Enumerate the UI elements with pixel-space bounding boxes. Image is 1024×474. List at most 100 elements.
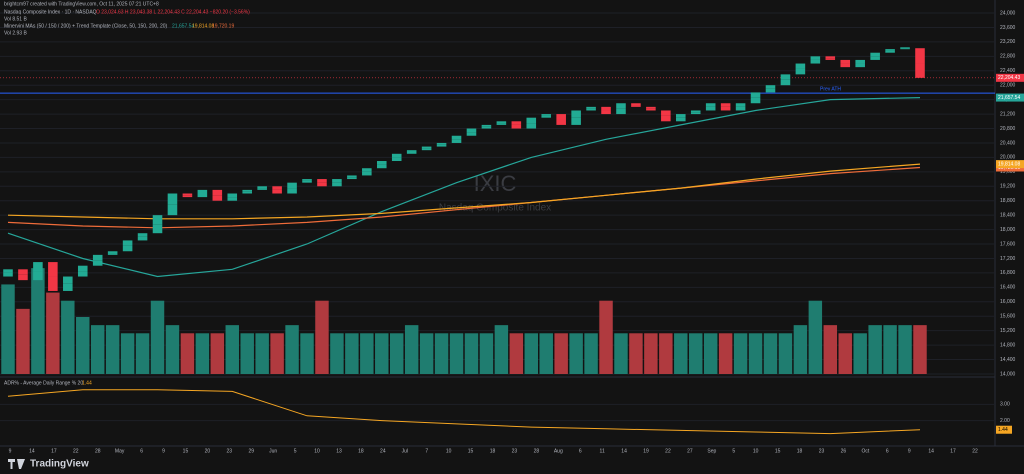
candle-open bbox=[526, 117, 537, 124]
candle-close bbox=[48, 276, 58, 291]
volume-bar bbox=[150, 300, 165, 374]
ma-value: 19,720.19 bbox=[212, 23, 234, 29]
x-tick-label: Jul bbox=[402, 448, 408, 454]
volume-bar bbox=[225, 325, 239, 374]
candle-open bbox=[765, 85, 776, 89]
candle-close bbox=[317, 182, 327, 187]
ma-value: 19,814.08 bbox=[192, 23, 214, 29]
volume-bar bbox=[838, 333, 852, 374]
x-tick-label: Sep bbox=[707, 448, 716, 454]
candle-close bbox=[182, 195, 193, 198]
candle-open bbox=[795, 63, 806, 69]
candle-close bbox=[18, 274, 28, 281]
x-tick-label: 9 bbox=[908, 448, 911, 454]
candle-close bbox=[406, 151, 417, 154]
candle-open bbox=[676, 114, 686, 118]
volume-bar bbox=[464, 333, 479, 374]
volume-bar bbox=[195, 333, 210, 374]
candle-open bbox=[840, 59, 851, 64]
candle-close bbox=[825, 58, 836, 60]
x-tick-label: 13 bbox=[336, 448, 342, 454]
candle-close bbox=[795, 68, 806, 75]
y-tick-label: 24,000 bbox=[1000, 10, 1016, 16]
candle-close bbox=[77, 271, 88, 277]
x-tick-label: 6 bbox=[886, 448, 889, 454]
volume-bar bbox=[808, 300, 823, 374]
candle-open bbox=[33, 262, 43, 272]
candle-close bbox=[436, 144, 447, 147]
y-tick-label: 15,200 bbox=[1000, 328, 1016, 334]
candle-open bbox=[496, 121, 507, 124]
candle-open bbox=[257, 186, 267, 189]
candle-open bbox=[302, 179, 312, 181]
x-tick-label: 19 bbox=[643, 448, 649, 454]
candle-close bbox=[720, 106, 731, 111]
candle-close bbox=[197, 193, 208, 198]
candle-open bbox=[451, 135, 462, 140]
candle-close bbox=[735, 106, 746, 111]
y-tick-label: 23,200 bbox=[1000, 39, 1016, 45]
y-tick-label: 18,800 bbox=[1000, 198, 1016, 204]
volume-bar bbox=[345, 333, 359, 374]
candle-open bbox=[362, 168, 372, 172]
candle-open bbox=[780, 74, 791, 80]
price-badge-label: 21,657.54 bbox=[998, 95, 1020, 101]
candle-open bbox=[18, 269, 28, 275]
volume-bar bbox=[599, 300, 613, 374]
candle-close bbox=[33, 271, 43, 281]
candle-open bbox=[586, 106, 596, 109]
volume-bar bbox=[883, 325, 897, 374]
candle-open bbox=[376, 161, 387, 165]
volume-bar bbox=[763, 333, 778, 374]
x-tick-label: Aug bbox=[554, 448, 563, 454]
candle-open bbox=[631, 103, 641, 106]
candle-close bbox=[376, 164, 387, 169]
candle-close bbox=[332, 182, 342, 187]
candle-close bbox=[242, 191, 252, 194]
volume-bar bbox=[270, 333, 284, 374]
candle-close bbox=[765, 88, 776, 93]
volume-bar bbox=[644, 333, 658, 374]
candle-open bbox=[421, 146, 432, 149]
candle-close bbox=[227, 197, 238, 201]
volume-bar bbox=[240, 333, 254, 374]
x-tick-label: 29 bbox=[248, 448, 254, 454]
candle-open bbox=[556, 114, 566, 120]
volume-bar bbox=[255, 333, 269, 374]
volume-bar bbox=[868, 325, 882, 374]
volume-bar bbox=[718, 333, 733, 374]
y-tick-label: 19,200 bbox=[1000, 184, 1016, 190]
volume-bar bbox=[449, 333, 464, 374]
volume-bar bbox=[360, 333, 374, 374]
candle-close bbox=[451, 139, 462, 143]
volume-bar bbox=[61, 300, 75, 374]
candle-close bbox=[646, 108, 656, 111]
candle-close bbox=[481, 126, 492, 129]
x-tick-label: 23 bbox=[227, 448, 233, 454]
candle-open bbox=[3, 269, 13, 273]
candle-close bbox=[870, 56, 880, 60]
adr-badge-label: 1.44 bbox=[998, 427, 1008, 433]
candle-close bbox=[466, 132, 477, 136]
y-tick-label: 14,000 bbox=[1000, 371, 1016, 377]
x-tick-label: 18 bbox=[358, 448, 364, 454]
candle-open bbox=[167, 193, 178, 205]
x-tick-label: 17 bbox=[950, 448, 956, 454]
y-tick-label: 16,400 bbox=[1000, 285, 1016, 291]
volume-bar bbox=[330, 333, 344, 374]
candle-open bbox=[720, 103, 731, 107]
volume-bar bbox=[509, 333, 524, 374]
y-tick-label: 21,200 bbox=[1000, 111, 1016, 117]
volume-bar bbox=[285, 325, 299, 374]
candle-open bbox=[690, 110, 701, 113]
candle-close bbox=[855, 63, 865, 68]
candle-open bbox=[825, 56, 836, 59]
candle-close bbox=[287, 188, 297, 194]
candle-close bbox=[601, 110, 611, 115]
y-tick-label: 16,000 bbox=[1000, 299, 1016, 305]
candle-close bbox=[616, 108, 626, 115]
x-tick-label: 26 bbox=[841, 448, 847, 454]
x-tick-label: 20 bbox=[205, 448, 211, 454]
